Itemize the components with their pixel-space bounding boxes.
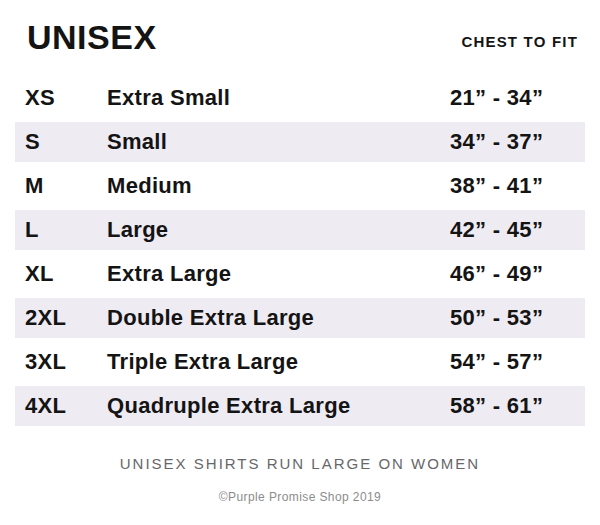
table-row: XS Extra Small 21” - 34” — [15, 76, 585, 120]
table-row: 3XL Triple Extra Large 54” - 57” — [15, 340, 585, 384]
size-code: XL — [15, 261, 107, 287]
chest-range: 50” - 53” — [450, 305, 585, 331]
chest-range: 34” - 37” — [450, 129, 585, 155]
chart-header: UNISEX CHEST TO FIT — [0, 0, 600, 76]
chest-range: 42” - 45” — [450, 217, 585, 243]
size-code: M — [15, 173, 107, 199]
copyright-text: ©Purple Promise Shop 2019 — [0, 490, 600, 504]
chest-to-fit-column-label: CHEST TO FIT — [461, 33, 578, 50]
table-row: M Medium 38” - 41” — [15, 164, 585, 208]
page-title: UNISEX — [27, 18, 157, 57]
size-code: S — [15, 129, 107, 155]
chest-range: 54” - 57” — [450, 349, 585, 375]
table-row: 2XL Double Extra Large 50” - 53” — [15, 296, 585, 340]
size-name: Quadruple Extra Large — [107, 393, 450, 419]
size-name: Extra Small — [107, 85, 450, 111]
table-row: S Small 34” - 37” — [15, 120, 585, 164]
size-code: L — [15, 217, 107, 243]
size-name: Double Extra Large — [107, 305, 450, 331]
chest-range: 21” - 34” — [450, 85, 585, 111]
fit-note: UNISEX SHIRTS RUN LARGE ON WOMEN — [0, 455, 600, 472]
chest-range: 58” - 61” — [450, 393, 585, 419]
size-table: XS Extra Small 21” - 34” S Small 34” - 3… — [15, 76, 585, 428]
size-name: Extra Large — [107, 261, 450, 287]
size-code: 4XL — [15, 393, 107, 419]
table-row: L Large 42” - 45” — [15, 208, 585, 252]
size-chart-page: UNISEX CHEST TO FIT XS Extra Small 21” -… — [0, 0, 600, 525]
size-name: Medium — [107, 173, 450, 199]
chest-range: 46” - 49” — [450, 261, 585, 287]
table-row: 4XL Quadruple Extra Large 58” - 61” — [15, 384, 585, 428]
size-code: XS — [15, 85, 107, 111]
table-row: XL Extra Large 46” - 49” — [15, 252, 585, 296]
size-name: Small — [107, 129, 450, 155]
size-code: 3XL — [15, 349, 107, 375]
size-code: 2XL — [15, 305, 107, 331]
chest-range: 38” - 41” — [450, 173, 585, 199]
size-name: Triple Extra Large — [107, 349, 450, 375]
size-name: Large — [107, 217, 450, 243]
